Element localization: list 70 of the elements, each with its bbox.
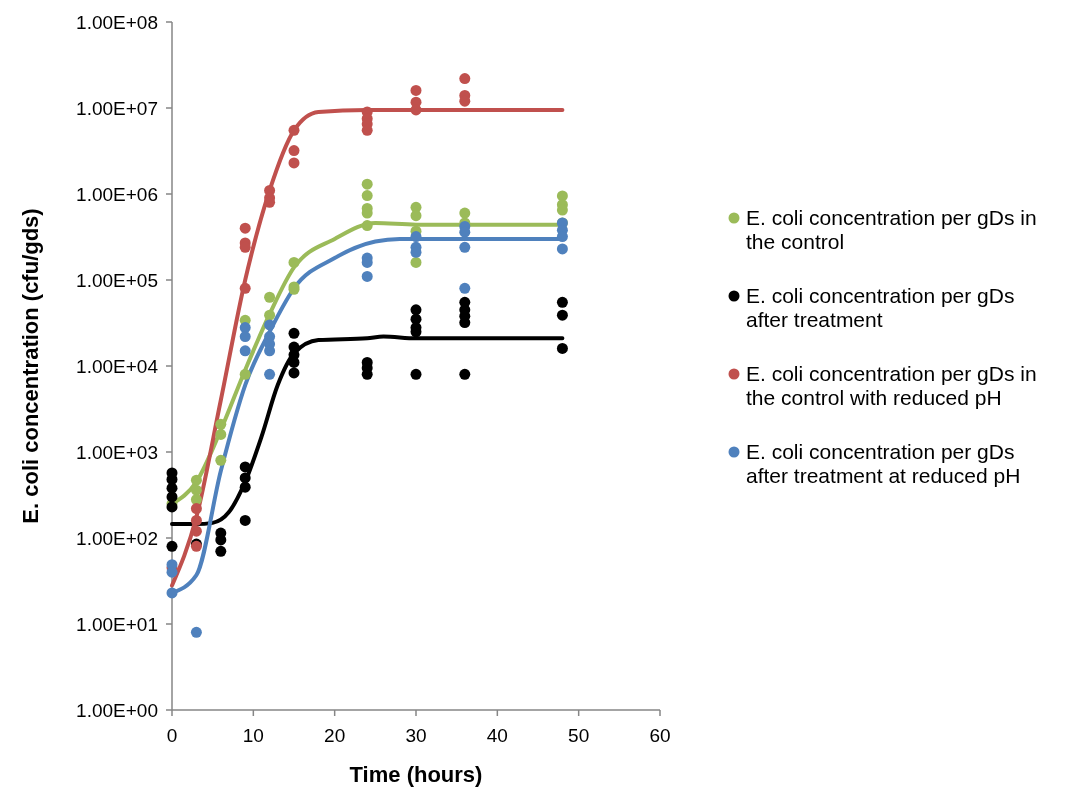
- point: [190, 474, 202, 486]
- point: [459, 282, 471, 294]
- legend-label: E. coli concentration per gDs after treatment at reduced pH: [746, 440, 1021, 487]
- point: [361, 190, 373, 202]
- y-axis-title: E. coli concentration (cfu/gds): [18, 208, 43, 524]
- legend-label: E. coli concentration per gDs in the control with reduced pH: [746, 362, 1037, 409]
- point: [459, 368, 471, 380]
- point: [239, 222, 251, 234]
- point: [459, 73, 471, 85]
- legend-label: E. coli concentration per gDs in the control: [746, 206, 1037, 253]
- point: [410, 84, 422, 96]
- y-tick-label: 1.00E+01: [76, 613, 158, 635]
- x-tick-label: 20: [324, 725, 346, 746]
- point: [410, 368, 422, 380]
- point: [215, 454, 227, 466]
- point: [288, 145, 300, 157]
- point: [288, 157, 300, 169]
- point: [361, 220, 373, 232]
- point: [264, 319, 276, 331]
- y-tick-label: 1.00E+05: [76, 269, 158, 291]
- point: [459, 207, 471, 219]
- x-tick-label: 50: [568, 725, 590, 746]
- x-tick-label: 10: [242, 725, 264, 746]
- point: [166, 491, 178, 503]
- point: [361, 178, 373, 190]
- point: [239, 368, 251, 380]
- legend-label: E. coli concentration per gDs after treatment: [746, 284, 1015, 331]
- x-tick-label: 30: [405, 725, 427, 746]
- point: [190, 484, 202, 496]
- point: [556, 342, 568, 354]
- point: [288, 367, 300, 379]
- point: [410, 256, 422, 268]
- point: [215, 545, 227, 557]
- point: [288, 256, 300, 268]
- point: [459, 241, 471, 253]
- point: [556, 309, 568, 321]
- point: [410, 210, 422, 222]
- y-tick-label: 1.00E+03: [76, 441, 158, 463]
- point: [215, 418, 227, 430]
- y-tick-label: 1.00E+08: [76, 11, 158, 33]
- point: [239, 481, 251, 493]
- point: [239, 331, 251, 343]
- x-tick-label: 60: [649, 725, 671, 746]
- y-tick-label: 1.00E+04: [76, 355, 159, 377]
- x-tick-label: 40: [486, 725, 508, 746]
- point: [264, 368, 276, 380]
- point: [556, 296, 568, 308]
- point: [288, 124, 300, 136]
- y-tick-label: 1.00E+00: [76, 699, 158, 721]
- point: [410, 231, 422, 243]
- x-tick-label: 0: [166, 725, 178, 746]
- point: [239, 514, 251, 526]
- y-tick-label: 1.00E+02: [76, 527, 158, 549]
- point: [264, 309, 276, 321]
- point: [239, 345, 251, 357]
- point: [215, 428, 227, 440]
- point: [166, 540, 178, 552]
- point: [166, 587, 178, 599]
- point: [288, 327, 300, 339]
- point: [190, 626, 202, 638]
- y-tick-label: 1.00E+06: [76, 183, 158, 205]
- point: [239, 282, 251, 294]
- point: [361, 270, 373, 282]
- point: [239, 461, 251, 473]
- point: [264, 291, 276, 303]
- point: [190, 514, 202, 526]
- y-tick-label: 1.00E+07: [76, 97, 158, 119]
- point: [556, 243, 568, 255]
- point: [190, 503, 202, 515]
- x-axis-title: Time (hours): [349, 762, 483, 787]
